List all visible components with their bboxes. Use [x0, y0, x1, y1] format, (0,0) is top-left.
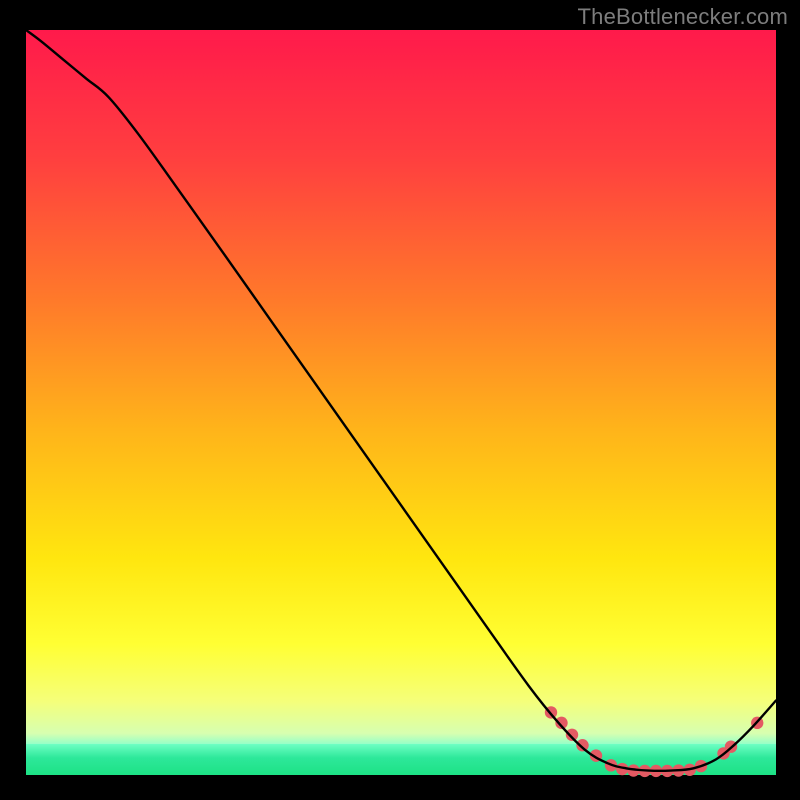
green-band [26, 744, 776, 775]
attribution-text: TheBottlenecker.com [578, 4, 788, 30]
gradient-panel [26, 30, 776, 744]
chart-container: TheBottlenecker.com [0, 0, 800, 800]
